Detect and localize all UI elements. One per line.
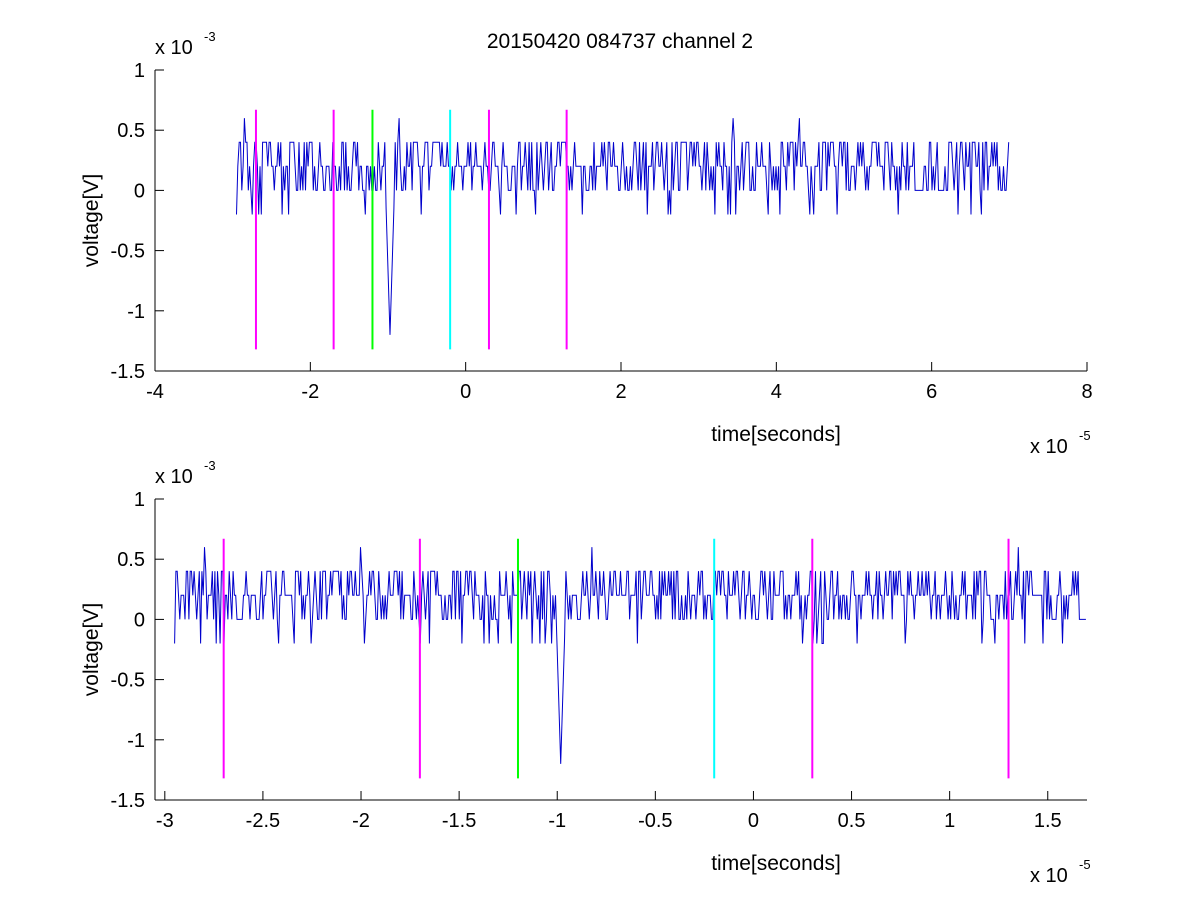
plot-bottom: -3 -2.5 -2 -1.5 -1 -0.5 0 0.5 1 1.5 -1.5 -1 -0.5 0 0.5… — [80, 458, 1091, 887]
y-axis-label: voltage[V] — [80, 174, 103, 267]
x-tick-label: 0.5 — [838, 810, 866, 832]
x-exponent-label: x 10 — [1030, 436, 1068, 458]
x-tick-label: 0 — [748, 810, 759, 832]
x-tick-label: -0.5 — [638, 810, 672, 832]
y-exponent-label: x 10 — [155, 466, 193, 488]
y-tick-label: -1 — [127, 301, 145, 323]
x-exponent-power: -5 — [1079, 857, 1091, 872]
plot-top: -4 -2 0 2 4 6 8 -1.5 -1 -0.5 0 0.5 1 time[seconds] vol… — [80, 29, 1093, 458]
y-tick-label: 1 — [134, 60, 145, 82]
x-axis-label: time[seconds] — [711, 852, 841, 875]
y-exponent-power: -3 — [204, 458, 216, 473]
x-tick-label: 4 — [771, 381, 782, 403]
x-tick-label: 2 — [615, 381, 626, 403]
x-tick-label: 1.5 — [1034, 810, 1062, 832]
x-tick-label: -2 — [352, 810, 370, 832]
x-tick-label: 0 — [460, 381, 471, 403]
signal-trace — [236, 118, 1010, 335]
y-exponent-label: x 10 — [155, 37, 193, 59]
x-tick-label: 8 — [1081, 381, 1092, 403]
y-tick-label: -0.5 — [111, 241, 145, 263]
figure-title: 20150420 084737 channel 2 — [487, 30, 753, 53]
x-tick-label: -2 — [301, 381, 319, 403]
signal-trace — [174, 547, 1086, 764]
x-axis-label: time[seconds] — [711, 423, 841, 446]
x-tick-label: -4 — [146, 381, 164, 403]
y-tick-label: 0.5 — [117, 549, 145, 571]
y-tick-label: 1 — [134, 489, 145, 511]
y-exponent-power: -3 — [204, 29, 216, 44]
y-tick-label: -1 — [127, 730, 145, 752]
x-exponent-power: -5 — [1079, 428, 1091, 443]
x-tick-label: -3 — [156, 810, 174, 832]
x-tick-label: 1 — [944, 810, 955, 832]
y-tick-label: -1.5 — [111, 361, 145, 383]
x-tick-label: 6 — [926, 381, 937, 403]
y-tick-label: -1.5 — [111, 790, 145, 812]
x-tick-label: -1.5 — [442, 810, 476, 832]
x-tick-label: -1 — [548, 810, 566, 832]
y-axis-label: voltage[V] — [80, 603, 103, 696]
y-tick-label: -0.5 — [111, 670, 145, 692]
x-tick-label: -2.5 — [246, 810, 280, 832]
x-exponent-label: x 10 — [1030, 865, 1068, 887]
y-tick-label: 0 — [134, 609, 145, 631]
y-tick-label: 0.5 — [117, 120, 145, 142]
y-tick-label: 0 — [134, 180, 145, 202]
